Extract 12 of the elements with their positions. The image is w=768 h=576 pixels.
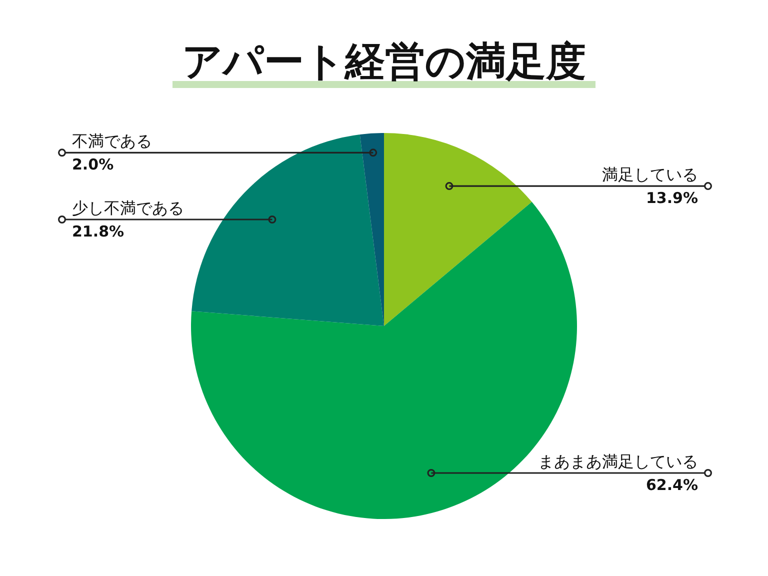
slice-label: 少し不満である: [72, 198, 184, 218]
pie-slice: [360, 133, 384, 326]
pie-slice: [384, 133, 532, 326]
data-label: 21.8%: [72, 222, 124, 241]
data-label: 62.4%: [646, 476, 698, 494]
slice-label: まあまあ満足している: [538, 452, 698, 472]
pie-slice: [192, 134, 384, 326]
slice-label: 満足している: [602, 165, 698, 184]
data-label: 2.0%: [72, 156, 114, 174]
data-label: 13.9%: [646, 189, 698, 208]
chart-title: アパート経営の満足度: [182, 39, 586, 85]
slice-label: 不満である: [72, 132, 152, 151]
